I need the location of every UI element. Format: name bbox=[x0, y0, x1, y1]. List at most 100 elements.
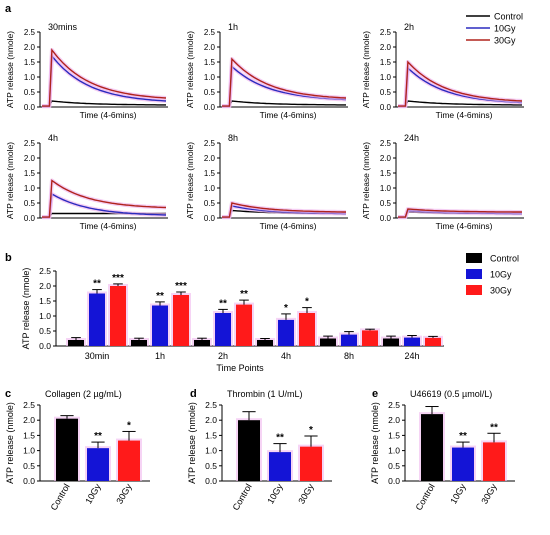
bar-d-y-tick-label: 1.5 bbox=[205, 430, 217, 440]
bar-b-Control-bar bbox=[257, 340, 273, 346]
line-panel-y-tick-label: 1.0 bbox=[24, 184, 36, 193]
bar-e-y-tick-label: 2.5 bbox=[388, 400, 400, 410]
bar-b-30Gy-bar bbox=[173, 295, 189, 346]
bar-b-significance: ** bbox=[240, 289, 248, 300]
bar-b-Control-bar bbox=[194, 340, 210, 346]
line-panel-y-tick-label: 1.5 bbox=[204, 58, 216, 67]
line-panel-title: 24h bbox=[404, 133, 419, 143]
bar-c-y-axis-label: ATP release (nmole) bbox=[5, 402, 15, 484]
line-panel-y-tick-label: 1.5 bbox=[24, 58, 36, 67]
line-panel-y-tick-label: 2.0 bbox=[380, 43, 392, 52]
bar-b-30Gy-bar bbox=[236, 304, 252, 346]
line-panel-y-tick-label: 0.5 bbox=[24, 88, 36, 97]
legend-b-label-10Gy: 10Gy bbox=[490, 270, 512, 280]
bar-d-y-axis-label: ATP release (nmole) bbox=[187, 402, 197, 484]
series-line-30Gy bbox=[222, 57, 347, 107]
panel-d-bar-chart: 0.0 0.5 1.0 1.5 2.0 2.5 ATP release (nmole) Thr… bbox=[187, 389, 332, 512]
line-panel-y-tick-label: 1.5 bbox=[380, 58, 392, 67]
series-line-10Gy bbox=[42, 192, 167, 218]
bar-b-Control-bar bbox=[383, 338, 399, 346]
line-panel-y-axis-label: ATP release (nmole) bbox=[5, 31, 15, 108]
bar-c-title: Collagen (2 µg/mL) bbox=[45, 389, 122, 399]
panel-label-e: e bbox=[372, 388, 378, 400]
series-glow-10Gy bbox=[42, 54, 167, 109]
bar-d-y-tick-label: 2.0 bbox=[205, 415, 217, 425]
series-line-30Gy bbox=[222, 202, 346, 218]
bar-b-30Gy-bar bbox=[299, 313, 315, 346]
bar-b-y-axis-label: ATP release (nmole) bbox=[21, 268, 31, 350]
bar-d-title: Thrombin (1 U/mL) bbox=[227, 389, 303, 399]
bar-c-y-tick-label: 0.0 bbox=[23, 476, 35, 486]
line-panel-title: 2h bbox=[404, 22, 414, 32]
legend-b-label-Control: Control bbox=[490, 254, 519, 264]
line-panel-y-tick-label: 0.0 bbox=[204, 214, 216, 223]
panel-a-line-charts: 0.0 0.5 1.0 1.5 2.0 2.5 ATP release (nmole) 30m… bbox=[5, 12, 524, 231]
line-panel-y-tick-label: 2.5 bbox=[204, 28, 216, 37]
bar-b-10Gy-bar bbox=[278, 319, 294, 346]
line-panel-y-tick-label: 0.5 bbox=[380, 199, 392, 208]
panel-label-a: a bbox=[5, 3, 12, 15]
bar-b-significance: ** bbox=[93, 279, 101, 290]
bar-b-y-tick-label: 2.5 bbox=[39, 266, 51, 276]
bar-c-y-tick-label: 1.5 bbox=[23, 430, 35, 440]
bar-e-y-tick-label: 2.0 bbox=[388, 415, 400, 425]
line-panel-y-tick-label: 0.5 bbox=[380, 88, 392, 97]
bar-c-y-tick-label: 0.5 bbox=[23, 461, 35, 471]
bar-c-Control-bar bbox=[56, 418, 78, 481]
legend-b-label-30Gy: 30Gy bbox=[490, 286, 512, 296]
line-panel-y-tick-label: 0.5 bbox=[24, 199, 36, 208]
series-glow-10Gy bbox=[222, 64, 347, 109]
line-panel-y-tick-label: 1.5 bbox=[380, 169, 392, 178]
bar-b-Control-bar bbox=[131, 340, 147, 346]
line-panel-y-tick-label: 2.0 bbox=[204, 154, 216, 163]
line-panel-y-tick-label: 0.5 bbox=[204, 199, 216, 208]
bar-e-x-tick-label: 30Gy bbox=[479, 482, 499, 506]
line-panel-y-tick-label: 1.0 bbox=[380, 73, 392, 82]
line-panel-y-tick-label: 2.5 bbox=[204, 139, 216, 148]
line-panel-y-tick-label: 0.0 bbox=[380, 214, 392, 223]
bar-d-x-tick-label: 30Gy bbox=[296, 482, 316, 506]
line-panel-title: 30mins bbox=[48, 22, 78, 32]
bar-d-y-tick-label: 2.5 bbox=[205, 400, 217, 410]
line-panel-y-tick-label: 0.0 bbox=[204, 103, 216, 112]
line-panel-y-tick-label: 2.0 bbox=[380, 154, 392, 163]
series-line-30Gy bbox=[42, 179, 167, 218]
bar-e-title: U46619 (0.5 µmol/L) bbox=[410, 389, 492, 399]
bar-c-y-tick-label: 2.5 bbox=[23, 400, 35, 410]
line-panel-y-tick-label: 1.5 bbox=[204, 169, 216, 178]
bar-e-x-tick-label: Control bbox=[414, 482, 437, 512]
bar-b-significance: * bbox=[284, 303, 288, 314]
bar-b-x-tick-label: 24h bbox=[404, 351, 419, 361]
bar-b-y-tick-label: 1.5 bbox=[39, 296, 51, 306]
bar-b-y-tick-label: 1.0 bbox=[39, 311, 51, 321]
panel-label-d: d bbox=[190, 388, 197, 400]
legend-b-swatch-30Gy bbox=[466, 285, 482, 295]
bar-b-Control-bar bbox=[320, 338, 336, 346]
bar-c-significance: * bbox=[127, 420, 131, 431]
bar-b-30Gy-bar bbox=[362, 330, 378, 346]
bar-e-y-tick-label: 0.5 bbox=[388, 461, 400, 471]
bar-b-significance: *** bbox=[175, 281, 187, 292]
line-panel-y-tick-label: 0.0 bbox=[24, 103, 36, 112]
line-panel-y-tick-label: 1.0 bbox=[24, 73, 36, 82]
bar-b-x-tick-label: 30min bbox=[85, 351, 110, 361]
bar-d-significance: ** bbox=[276, 433, 284, 444]
line-panel-y-tick-label: 0.0 bbox=[24, 214, 36, 223]
bar-b-y-tick-label: 0.5 bbox=[39, 326, 51, 336]
bar-d-x-tick-label: Control bbox=[231, 482, 254, 512]
bar-b-10Gy-bar bbox=[215, 313, 231, 346]
bar-c-y-tick-label: 2.0 bbox=[23, 415, 35, 425]
bar-b-30Gy-bar bbox=[110, 286, 126, 346]
line-panel-y-tick-label: 0.0 bbox=[380, 103, 392, 112]
line-panel-y-tick-label: 2.0 bbox=[24, 154, 36, 163]
series-line-Control bbox=[398, 100, 522, 107]
bar-b-10Gy-bar bbox=[152, 305, 168, 346]
series-line-30Gy bbox=[42, 48, 167, 107]
bar-b-significance: ** bbox=[156, 291, 164, 302]
bar-d-y-tick-label: 1.0 bbox=[205, 446, 217, 456]
legend-b-swatch-10Gy bbox=[466, 269, 482, 279]
line-panel-title: 1h bbox=[228, 22, 238, 32]
line-panel-x-axis-label: Time (4-6mins) bbox=[260, 110, 317, 120]
